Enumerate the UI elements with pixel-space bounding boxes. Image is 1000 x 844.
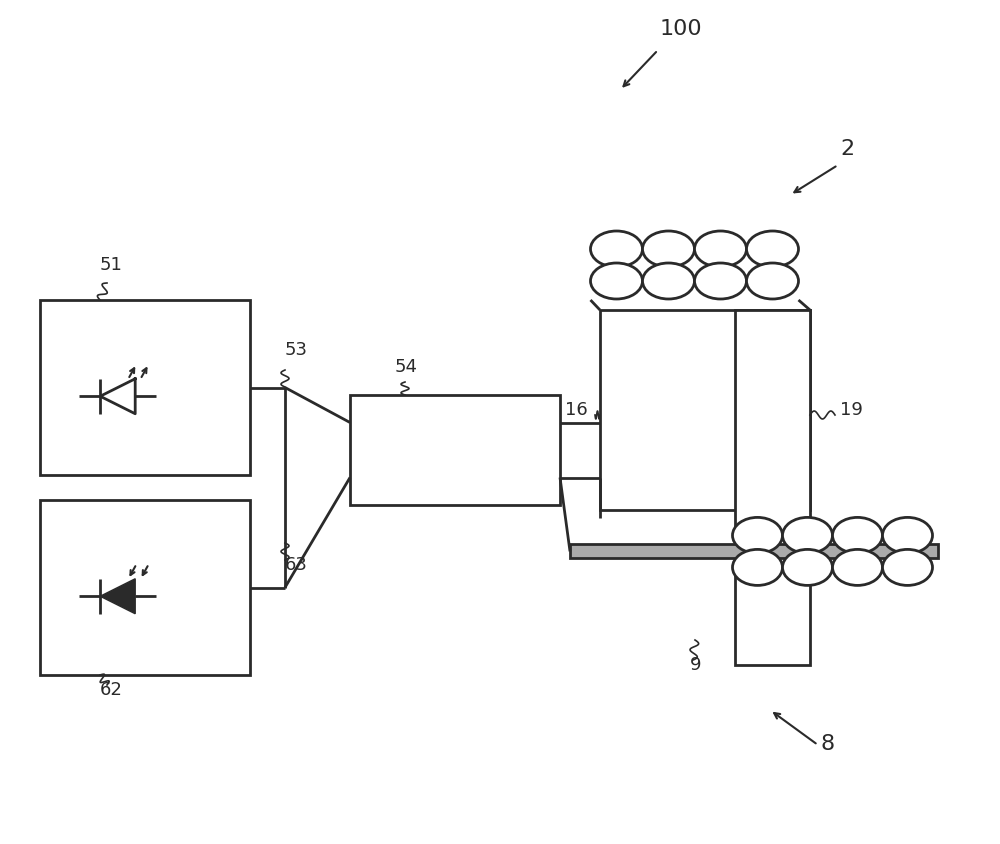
Bar bbox=[600, 310, 810, 510]
Bar bbox=[570, 544, 938, 559]
Ellipse shape bbox=[782, 549, 832, 586]
Polygon shape bbox=[100, 579, 135, 614]
Ellipse shape bbox=[782, 517, 832, 554]
Ellipse shape bbox=[694, 263, 746, 299]
Text: 2: 2 bbox=[840, 139, 854, 159]
Ellipse shape bbox=[832, 517, 883, 554]
Ellipse shape bbox=[746, 231, 798, 267]
Text: 63: 63 bbox=[285, 556, 308, 574]
Text: 53: 53 bbox=[285, 341, 308, 359]
Ellipse shape bbox=[746, 263, 798, 299]
Text: 9: 9 bbox=[690, 656, 702, 674]
Text: 16: 16 bbox=[565, 401, 588, 419]
Ellipse shape bbox=[732, 549, 782, 586]
Text: 54: 54 bbox=[395, 358, 418, 376]
Ellipse shape bbox=[694, 231, 746, 267]
Ellipse shape bbox=[883, 549, 932, 586]
Text: 62: 62 bbox=[100, 681, 123, 699]
Text: 100: 100 bbox=[660, 19, 703, 39]
Ellipse shape bbox=[590, 231, 642, 267]
Ellipse shape bbox=[642, 263, 694, 299]
Text: 51: 51 bbox=[100, 256, 123, 274]
Bar bbox=[40, 500, 250, 675]
Ellipse shape bbox=[732, 517, 782, 554]
Text: 19: 19 bbox=[840, 401, 863, 419]
Ellipse shape bbox=[883, 517, 932, 554]
Ellipse shape bbox=[642, 231, 694, 267]
Ellipse shape bbox=[832, 549, 883, 586]
Ellipse shape bbox=[590, 263, 642, 299]
Bar bbox=[350, 395, 560, 505]
Text: 8: 8 bbox=[820, 734, 834, 754]
Bar bbox=[735, 310, 810, 665]
Bar bbox=[40, 300, 250, 475]
